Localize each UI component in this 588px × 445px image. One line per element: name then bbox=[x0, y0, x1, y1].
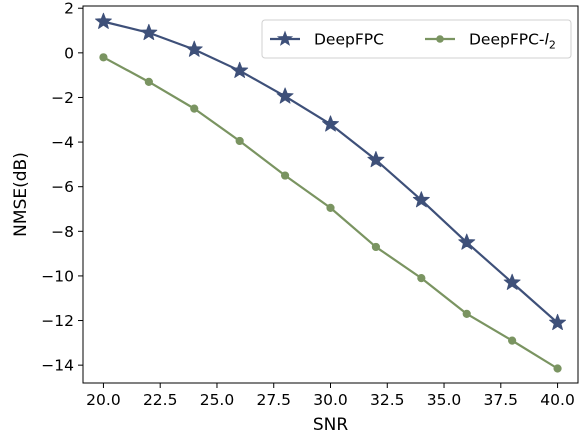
data-point-deepfpc bbox=[367, 151, 385, 168]
legend-label-base: DeepFPC- bbox=[469, 31, 545, 49]
data-point-deepfpc-l2 bbox=[99, 53, 108, 62]
data-point-deepfpc bbox=[549, 313, 567, 331]
data-point-deepfpc bbox=[412, 191, 430, 208]
y-tick-label: −14 bbox=[41, 357, 74, 375]
x-tick-label: 32.5 bbox=[370, 391, 405, 409]
y-tick-label: −6 bbox=[51, 178, 74, 196]
x-axis-label: SNR bbox=[313, 415, 349, 435]
data-point-deepfpc-l2 bbox=[371, 242, 381, 252]
y-axis: 2 0 −2 −4 −6 −8 −10 −12 −14 bbox=[41, 0, 83, 375]
x-axis: 20.0 22.5 25.0 27.5 30.0 32.5 35.0 37.5 40.0 bbox=[86, 383, 575, 409]
y-tick-label: −10 bbox=[41, 267, 74, 285]
x-tick-label: 30.0 bbox=[313, 391, 348, 409]
data-point-deepfpc-l2 bbox=[144, 77, 153, 86]
plot-content bbox=[94, 12, 567, 373]
legend-star-icon bbox=[276, 30, 294, 46]
data-point-deepfpc-l2 bbox=[462, 309, 471, 318]
y-tick-label: 2 bbox=[64, 0, 74, 18]
legend-circle-icon bbox=[436, 35, 444, 43]
data-point-deepfpc-l2 bbox=[326, 203, 335, 212]
y-tick-label: −2 bbox=[51, 89, 74, 107]
series-line-deepfpc bbox=[102, 20, 559, 324]
y-tick-label: −8 bbox=[51, 223, 74, 241]
data-point-deepfpc bbox=[231, 61, 249, 78]
x-tick-label: 27.5 bbox=[256, 391, 291, 409]
data-point-deepfpc bbox=[140, 23, 158, 41]
x-tick-label: 20.0 bbox=[86, 391, 121, 409]
data-point-deepfpc-l2 bbox=[280, 171, 290, 180]
plot-frame bbox=[82, 5, 579, 384]
data-point-deepfpc-l2 bbox=[235, 136, 244, 146]
y-tick-label: −12 bbox=[41, 312, 74, 330]
data-point-deepfpc bbox=[503, 273, 521, 290]
y-axis-label: NMSE(dB) bbox=[11, 152, 31, 237]
legend-label-deepfpc-l2: DeepFPC-l2 bbox=[469, 31, 556, 52]
data-point-deepfpc bbox=[276, 87, 294, 104]
x-tick-label: 22.5 bbox=[143, 391, 178, 409]
legend-box bbox=[261, 19, 572, 59]
legend: DeepFPC DeepFPC-l2 bbox=[261, 19, 572, 59]
x-tick-label: 25.0 bbox=[200, 391, 235, 409]
series-line-deepfpc-l2 bbox=[102, 56, 559, 370]
data-point-deepfpc bbox=[458, 233, 476, 250]
legend-label-italic: l bbox=[545, 31, 550, 49]
data-point-deepfpc-l2 bbox=[553, 364, 562, 373]
data-point-deepfpc bbox=[185, 40, 203, 57]
x-tick-label: 37.5 bbox=[484, 391, 519, 409]
data-point-deepfpc-l2 bbox=[508, 336, 517, 345]
data-point-deepfpc bbox=[94, 12, 112, 29]
data-point-deepfpc-l2 bbox=[417, 274, 426, 283]
data-point-deepfpc bbox=[322, 115, 339, 132]
y-tick-label: 0 bbox=[64, 44, 74, 62]
x-tick-label: 40.0 bbox=[540, 391, 575, 409]
x-tick-label: 35.0 bbox=[427, 391, 462, 409]
legend-label-subscript: 2 bbox=[549, 39, 556, 52]
y-tick-label: −4 bbox=[51, 134, 74, 152]
legend-label-deepfpc: DeepFPC bbox=[314, 31, 384, 49]
data-point-deepfpc-l2 bbox=[190, 104, 199, 113]
